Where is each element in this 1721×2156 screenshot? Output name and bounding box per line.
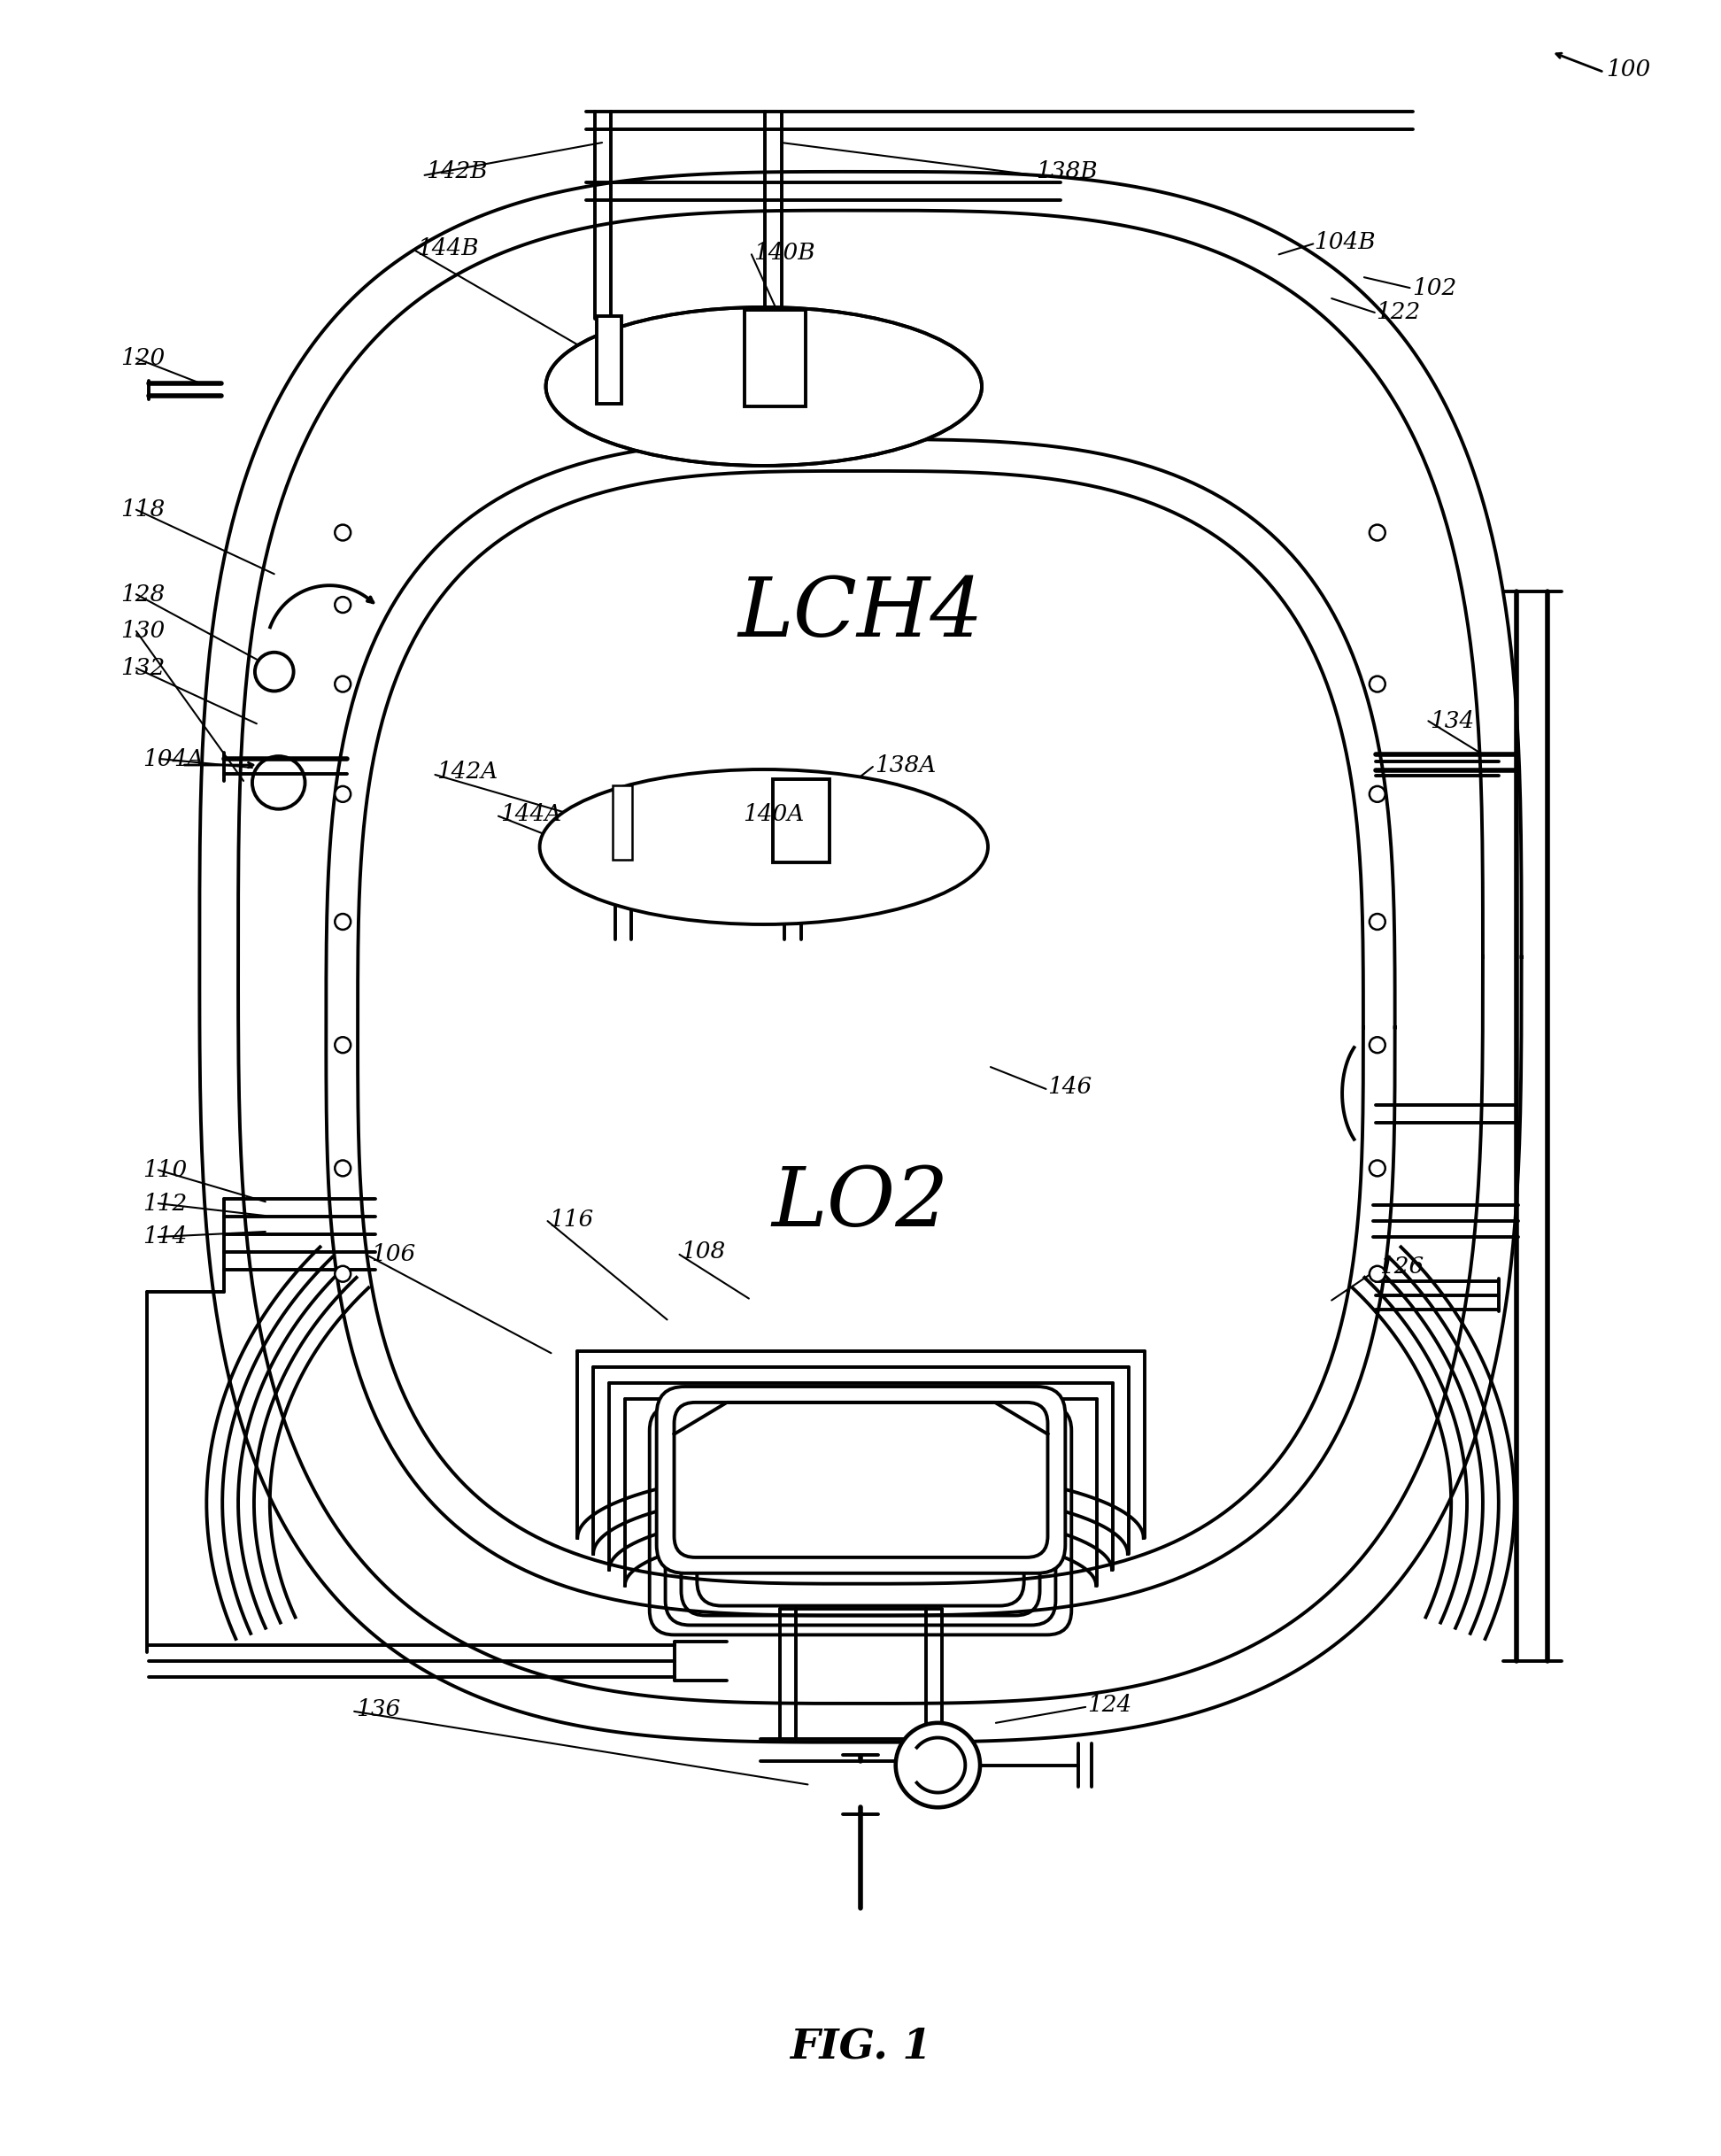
Text: 100: 100	[1606, 58, 1650, 80]
FancyBboxPatch shape	[657, 1386, 1065, 1574]
Circle shape	[336, 1266, 351, 1283]
Text: 120: 120	[120, 347, 165, 369]
Text: 132: 132	[120, 658, 165, 679]
Polygon shape	[198, 170, 1523, 1742]
Text: 130: 130	[120, 621, 165, 642]
Text: LCH4: LCH4	[738, 573, 983, 653]
Text: 138A: 138A	[874, 755, 936, 776]
FancyBboxPatch shape	[675, 1401, 1048, 1557]
Circle shape	[336, 677, 351, 692]
Text: LO2: LO2	[771, 1164, 950, 1244]
Circle shape	[336, 1037, 351, 1052]
Text: 102: 102	[1413, 276, 1458, 300]
Text: 104B: 104B	[1315, 231, 1375, 252]
Text: 140B: 140B	[754, 241, 816, 263]
Text: 104A: 104A	[143, 748, 203, 770]
Ellipse shape	[546, 308, 981, 466]
Circle shape	[1370, 677, 1385, 692]
Circle shape	[336, 1160, 351, 1177]
Text: 128: 128	[120, 582, 165, 606]
Text: 144A: 144A	[501, 804, 561, 826]
Polygon shape	[358, 472, 1363, 1583]
Text: 126: 126	[1379, 1255, 1423, 1279]
Text: 108: 108	[682, 1242, 726, 1263]
Polygon shape	[325, 438, 1396, 1617]
Bar	[773, 778, 830, 862]
Text: FIG. 1: FIG. 1	[790, 2027, 931, 2068]
Circle shape	[336, 597, 351, 612]
Text: 136: 136	[356, 1699, 401, 1720]
Bar	[597, 317, 621, 403]
Text: 142B: 142B	[427, 160, 489, 183]
Text: 122: 122	[1375, 302, 1420, 323]
Circle shape	[336, 524, 351, 541]
Circle shape	[1370, 787, 1385, 802]
Circle shape	[895, 1723, 979, 1807]
Circle shape	[1370, 914, 1385, 929]
Text: 118: 118	[120, 498, 165, 522]
Text: 116: 116	[549, 1207, 594, 1231]
Text: 106: 106	[372, 1244, 415, 1266]
Text: 124: 124	[1088, 1695, 1132, 1716]
Text: 146: 146	[1048, 1076, 1093, 1097]
Text: 114: 114	[143, 1227, 188, 1248]
Circle shape	[1370, 1160, 1385, 1177]
Circle shape	[336, 914, 351, 929]
Text: 138B: 138B	[1036, 160, 1098, 183]
Text: 110: 110	[143, 1160, 188, 1181]
Text: 142A: 142A	[437, 761, 497, 783]
Ellipse shape	[540, 770, 988, 925]
Bar	[745, 310, 805, 407]
Circle shape	[336, 787, 351, 802]
Circle shape	[1370, 1037, 1385, 1052]
Text: 140A: 140A	[743, 804, 804, 826]
Text: 144B: 144B	[418, 237, 478, 259]
Text: 112: 112	[143, 1192, 188, 1214]
Bar	[613, 785, 632, 860]
Polygon shape	[239, 211, 1482, 1703]
Text: 134: 134	[1430, 709, 1475, 733]
Circle shape	[1370, 1266, 1385, 1283]
Circle shape	[1370, 524, 1385, 541]
